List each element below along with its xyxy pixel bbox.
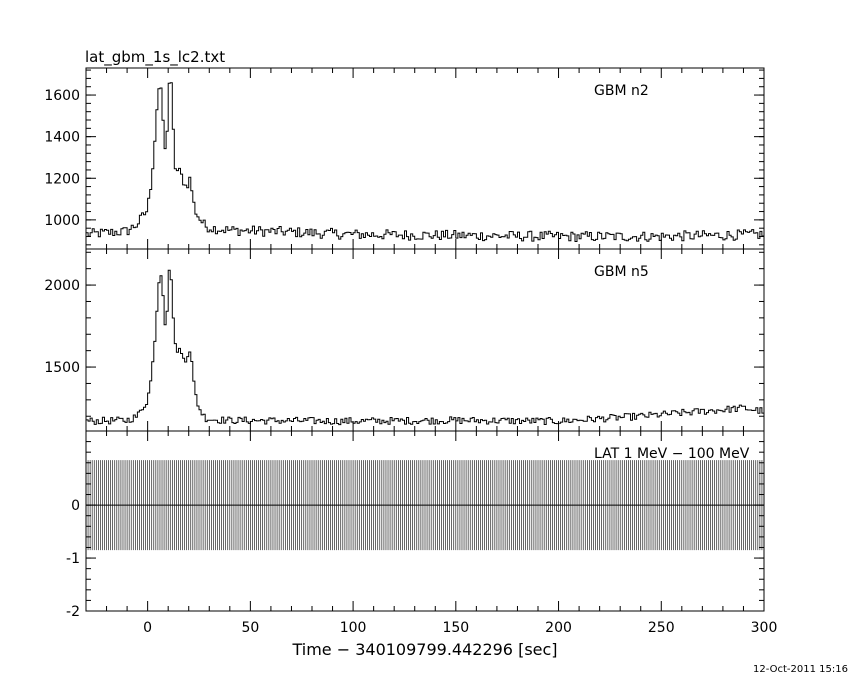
panel-1: 1000 1200 1400 1600 GBM n2 [44,67,765,250]
panel-frame [85,67,765,250]
x-tick-label: 200 [545,620,572,636]
panel-frame [85,248,765,432]
chart-title: lat_gbm_1s_lc2.txt [85,48,225,67]
light-curve-line [86,269,764,426]
x-axis-label: Time − 340109799.442296 [sec] [291,640,557,659]
x-tick-label: 150 [442,620,469,636]
y-tick-label: 1200 [44,171,80,187]
y-tick-label: 1500 [44,360,80,376]
panel-label: GBM n2 [594,83,649,99]
timestamp: 12-Oct-2011 15:16 [753,664,848,675]
y-tick-label: -1 [66,551,80,567]
panel-label: GBM n5 [594,264,649,280]
x-tick-label: 250 [648,620,675,636]
y-tick-label: 1400 [44,130,80,146]
panel-3: -2 -1 0 LAT 1 MeV − 100 MeV 0 50 100 150 200 250 3… [66,430,778,636]
lat-error-bars [85,460,765,551]
panel-2: 1500 2000 GBM n5 [44,248,765,432]
x-tick-label: 100 [340,620,367,636]
y-tick-label: 1000 [44,213,80,229]
light-curve-line [86,82,764,242]
x-tick-label: 300 [751,620,778,636]
y-tick-label: 2000 [44,278,80,294]
y-tick-label: 1600 [44,88,80,104]
y-tick-label: 0 [71,498,80,514]
panel-label: LAT 1 MeV − 100 MeV [594,446,750,462]
y-tick-label: -2 [66,604,80,620]
x-tick-label: 0 [143,620,152,636]
x-tick-label: 50 [241,620,259,636]
